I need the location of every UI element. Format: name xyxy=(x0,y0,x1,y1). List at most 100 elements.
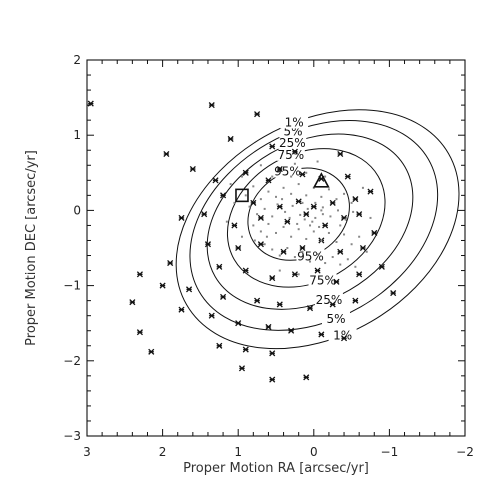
data-point-dot xyxy=(259,164,262,167)
x-tick-label: 2 xyxy=(159,445,167,459)
data-point-dot xyxy=(290,192,293,195)
contour-label-bg xyxy=(280,114,309,129)
contour-label-bg xyxy=(296,248,325,263)
data-point-dot xyxy=(271,175,274,178)
data-point-asterisk xyxy=(216,342,223,349)
y-tick-label: −3 xyxy=(63,429,81,443)
x-axis-label: Proper Motion RA [arcsec/yr] xyxy=(183,461,369,476)
data-point-dot xyxy=(339,224,342,227)
data-point-dot xyxy=(293,162,296,165)
data-point-asterisk xyxy=(280,248,287,255)
data-point-dot xyxy=(352,210,355,213)
data-point-dot xyxy=(358,235,361,238)
x-tick-label: 3 xyxy=(83,445,91,459)
data-point-dot xyxy=(271,215,274,218)
contour-label: 1% xyxy=(333,328,352,342)
contour-label-bg xyxy=(328,327,357,342)
data-point-dot xyxy=(320,195,323,198)
data-point-dot xyxy=(252,185,255,188)
contour-label: 1% xyxy=(285,115,304,129)
data-point-asterisk xyxy=(129,299,136,306)
data-point-dot xyxy=(311,220,314,223)
data-point-asterisk xyxy=(189,165,196,173)
data-point-asterisk xyxy=(303,211,310,218)
data-point-dot xyxy=(305,194,308,197)
data-point-dot xyxy=(288,216,291,219)
data-point-asterisk xyxy=(257,241,264,248)
data-point-dot xyxy=(301,201,304,204)
data-point-asterisk xyxy=(235,244,242,252)
data-point-asterisk xyxy=(136,271,143,278)
data-point-asterisk xyxy=(269,275,276,282)
data-point-asterisk xyxy=(303,374,310,381)
contour-1pct xyxy=(175,109,460,350)
data-point-dot xyxy=(252,224,255,227)
contour-label-bg xyxy=(321,310,350,325)
contour-label-bg xyxy=(308,272,337,287)
data-point-asterisk xyxy=(186,286,193,293)
data-point-asterisk xyxy=(299,171,306,178)
data-point-dot xyxy=(282,225,285,228)
data-point-asterisk xyxy=(208,102,215,109)
data-point-dot xyxy=(278,269,281,272)
data-point-dot xyxy=(259,230,262,233)
data-point-asterisk xyxy=(337,248,344,255)
data-point-dot xyxy=(263,243,266,246)
data-point-asterisk xyxy=(356,271,363,278)
data-point-dot xyxy=(350,201,353,204)
data-point-asterisk xyxy=(299,244,306,252)
data-point-dot xyxy=(265,235,268,238)
data-point-dot xyxy=(336,209,339,212)
data-point-dot xyxy=(229,183,232,186)
data-point-dot xyxy=(305,171,308,174)
data-point-asterisk xyxy=(254,111,261,118)
data-point-dot xyxy=(344,218,347,221)
data-point-dot xyxy=(327,277,330,280)
data-point-asterisk xyxy=(269,350,276,357)
contour-group: 95%95%75%75%25%25%5%5%1%1% xyxy=(175,109,460,350)
x-tick-label: −1 xyxy=(381,445,399,459)
data-point-dot xyxy=(290,175,293,178)
data-point-asterisk xyxy=(390,290,397,297)
triangle-marker xyxy=(313,172,330,188)
data-point-asterisk xyxy=(306,305,314,312)
data-point-asterisk xyxy=(359,244,366,252)
data-point-dot xyxy=(286,247,289,249)
data-point-dot xyxy=(335,198,338,201)
data-point-dot xyxy=(369,216,372,219)
x-tick-label: 0 xyxy=(310,445,318,459)
data-point-dot xyxy=(305,237,308,240)
data-point-dot xyxy=(312,230,315,233)
y-tick-label: −1 xyxy=(63,279,81,293)
data-point-dot xyxy=(324,262,327,265)
contour-25pct xyxy=(206,133,414,310)
data-point-dot xyxy=(240,235,243,238)
data-point-dot xyxy=(301,250,304,253)
data-point-asterisk xyxy=(159,282,166,289)
data-point-asterisk xyxy=(216,263,223,270)
square-marker xyxy=(235,188,249,203)
data-point-asterisk xyxy=(242,169,249,176)
data-point-dot xyxy=(309,260,312,263)
data-point-dot xyxy=(275,231,277,234)
data-point-asterisk xyxy=(291,271,298,278)
data-point-asterisk xyxy=(265,323,272,331)
data-point-asterisk xyxy=(288,327,295,334)
data-point-asterisk xyxy=(352,297,359,304)
data-point-dot xyxy=(321,206,324,209)
plot-frame xyxy=(86,59,466,437)
data-point-dot xyxy=(284,210,287,213)
data-point-dot xyxy=(350,243,353,246)
contour-label-bg xyxy=(273,163,302,178)
y-axis-label: Proper Motion DEC [arcsec/yr] xyxy=(24,150,39,346)
data-point-asterisk xyxy=(242,346,249,353)
data-point-dot xyxy=(267,222,270,225)
data-point-dot xyxy=(320,209,323,212)
data-point-asterisk xyxy=(318,331,325,338)
data-point-dot xyxy=(343,233,346,236)
data-point-asterisk xyxy=(344,173,351,180)
contour-label-bg xyxy=(278,134,307,149)
contour-label-bg xyxy=(276,146,305,161)
contour-5pct xyxy=(189,120,439,331)
data-point-dot xyxy=(306,207,309,210)
